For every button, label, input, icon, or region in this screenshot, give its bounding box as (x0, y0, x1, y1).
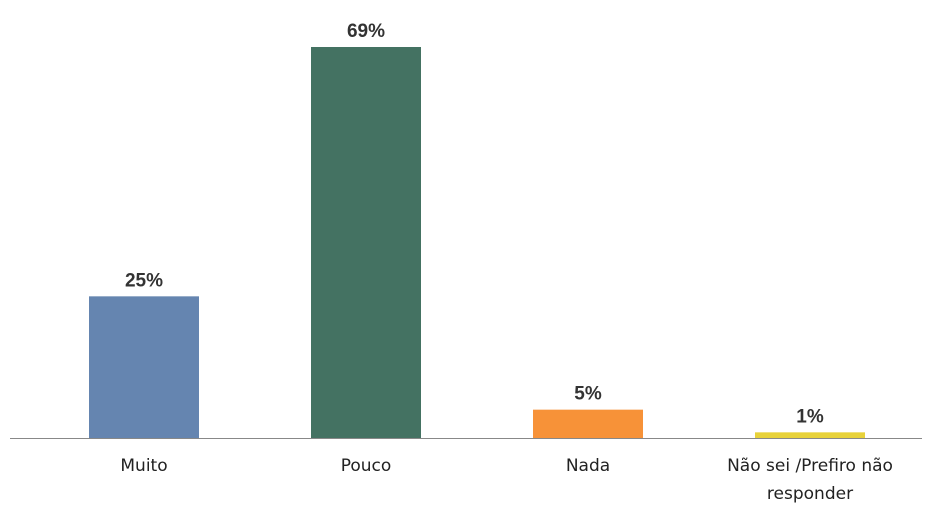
x-tick-label: Não sei /Prefiro não responder (727, 456, 893, 504)
bar (311, 47, 421, 438)
bar (755, 432, 865, 438)
value-label: 5% (574, 384, 602, 405)
bar (89, 296, 199, 438)
x-tick-label: Nada (565, 456, 611, 476)
value-label: 1% (796, 406, 824, 427)
x-tick-label: Pouco (340, 456, 392, 476)
x-tick-label: Muito (120, 456, 168, 476)
value-label: 25% (125, 270, 163, 291)
value-label: 69% (347, 21, 385, 42)
bar (533, 409, 643, 438)
